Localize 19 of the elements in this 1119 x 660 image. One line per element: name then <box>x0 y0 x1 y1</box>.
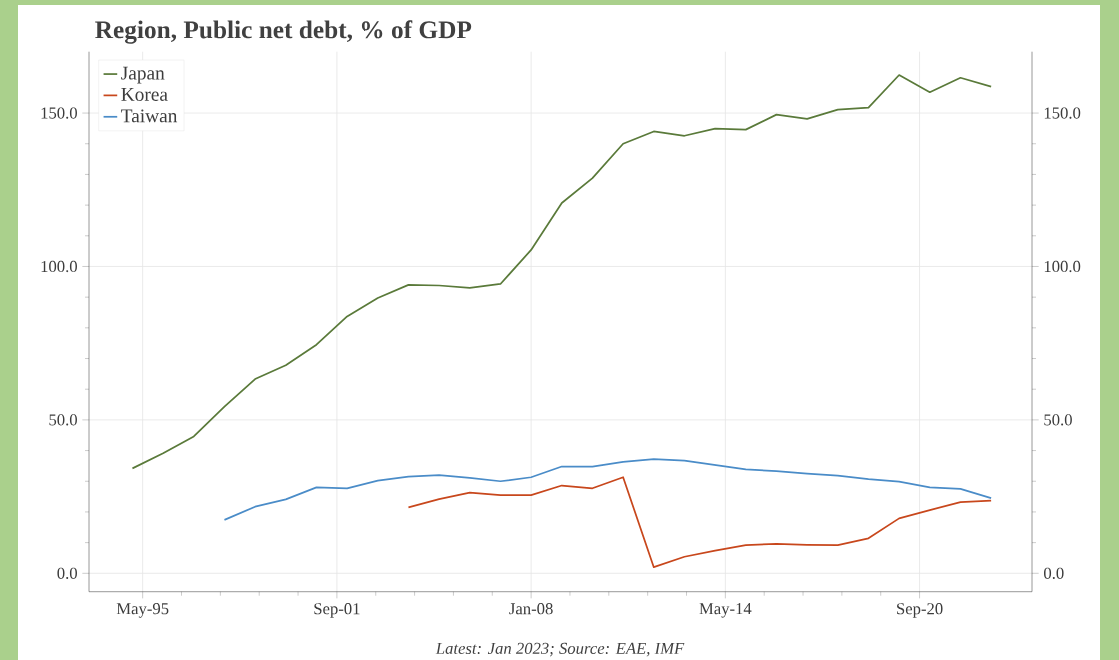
x-tick-label: Sep-20 <box>897 603 943 618</box>
legend-label: Japan <box>121 66 165 84</box>
y2-tick-label: 50.0 <box>1044 414 1072 426</box>
x-tick-label: May-95 <box>116 603 169 618</box>
x-tick-label: Jan-08 <box>509 603 553 615</box>
y2-tick-label: 150.0 <box>1044 107 1081 119</box>
legend-label: Korea <box>121 88 168 101</box>
line-series <box>407 476 992 569</box>
y2-tick-label: 100.0 <box>1044 260 1081 273</box>
chart-title: Region, Public net debt, % of GDP <box>95 20 472 44</box>
y-tick-label: 150.0 <box>41 107 77 119</box>
y-tick-label: 0.0 <box>57 567 77 579</box>
legend-label: Taiwan <box>121 109 178 123</box>
x-tick-label: Sep-01 <box>314 603 360 618</box>
y-tick-label: 100.0 <box>41 260 77 273</box>
x-tick-label: May-14 <box>699 603 752 618</box>
y2-tick-label: 0.0 <box>1044 567 1064 579</box>
y-tick-label: 50.0 <box>49 414 77 426</box>
text: Latest: Jan 2023; Source: EAE, IMF <box>435 642 685 657</box>
